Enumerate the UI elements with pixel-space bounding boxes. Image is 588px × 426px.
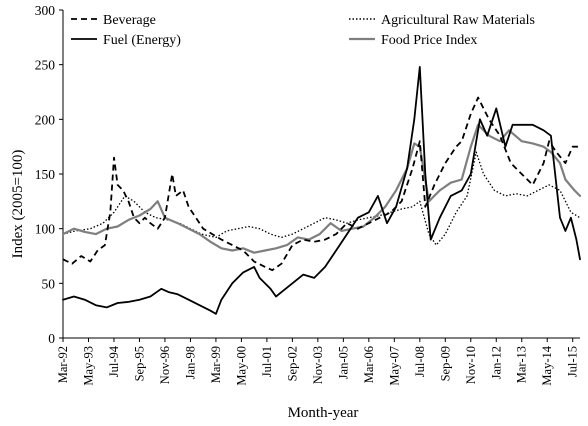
- y-axis: 0 50 100 150 200 250 300: [35, 3, 64, 346]
- y-tick-label: 200: [35, 112, 56, 127]
- x-tick-label: Sep-95: [132, 346, 146, 381]
- legend-item-agricultural: Agricultural Raw Materials: [349, 13, 535, 28]
- y-tick-label: 100: [35, 222, 56, 237]
- y-tick-label: 300: [35, 3, 56, 18]
- series-line-agricultural-raw-materials: [62, 151, 581, 246]
- x-tick-label: Jan-12: [489, 346, 503, 379]
- x-tick-label: Mar-99: [209, 346, 223, 383]
- x-tick-label: Jul-01: [260, 346, 274, 377]
- legend-item-fuel: Fuel (Energy): [71, 33, 181, 48]
- x-tick-label: Nov-03: [311, 346, 325, 384]
- x-tick-label: Mar-06: [362, 346, 376, 383]
- x-tick-label: May-14: [540, 345, 554, 385]
- y-tick-label: 150: [35, 167, 56, 182]
- y-axis-title: Index (2005=100): [10, 150, 26, 259]
- x-tick-label: Mar-13: [515, 346, 529, 383]
- legend-label-fuel: Fuel (Energy): [103, 33, 181, 48]
- x-tick-label: Nov-10: [464, 346, 478, 384]
- legend: Beverage Fuel (Energy) Agricultural Raw …: [71, 13, 535, 48]
- x-tick-label: Jul-94: [107, 345, 121, 377]
- x-tick-label: May-93: [81, 346, 95, 386]
- x-tick-label: Mar-92: [56, 346, 70, 383]
- y-tick-label: 50: [42, 276, 56, 291]
- x-tick-label: Sep-09: [438, 346, 452, 381]
- y-tick-label: 250: [35, 58, 56, 73]
- x-tick-label: May-00: [234, 346, 248, 386]
- x-axis-title: Month-year: [288, 405, 359, 421]
- x-tick-label: Jan-98: [183, 346, 197, 379]
- x-tick-label: Jul-08: [413, 346, 427, 377]
- series-line-beverage: [62, 96, 580, 272]
- x-axis: Mar-92 May-93 Jul-94 Sep-95 Nov-96 Jan-98 Mar-…: [56, 337, 580, 386]
- legend-label-agricultural: Agricultural Raw Materials: [381, 13, 535, 28]
- legend-label-beverage: Beverage: [103, 13, 156, 28]
- x-tick-label: Sep-02: [285, 346, 299, 381]
- x-tick-label: Jan-05: [336, 346, 350, 379]
- series-lines: [61, 66, 582, 315]
- legend-label-food: Food Price Index: [381, 33, 477, 48]
- x-tick-label: May-07: [387, 346, 401, 386]
- y-tick-label: 0: [48, 331, 55, 346]
- legend-item-beverage: Beverage: [71, 13, 156, 28]
- series-line-food-price-index: [61, 123, 582, 254]
- legend-item-food: Food Price Index: [349, 33, 477, 48]
- x-tick-label: Nov-96: [158, 346, 172, 384]
- x-tick-label: Jul-15: [566, 346, 580, 377]
- series-line-fuel-energy: [62, 66, 581, 315]
